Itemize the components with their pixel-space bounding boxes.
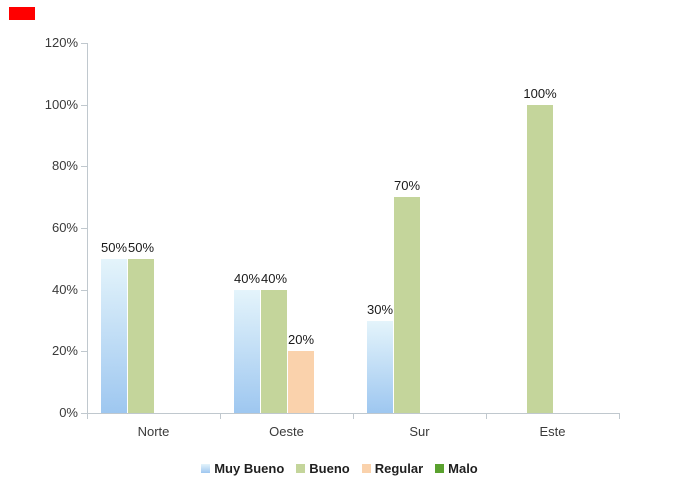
y-axis-tick-label: 0%	[59, 405, 78, 420]
legend-label: Bueno	[309, 461, 350, 476]
legend-item-malo: Malo	[435, 461, 478, 476]
y-axis-tick-label: 20%	[51, 343, 78, 359]
legend: Muy Bueno Bueno Regular Malo	[0, 461, 679, 476]
bar-muy-bueno-oeste	[234, 289, 260, 413]
legend-label: Malo	[448, 461, 478, 476]
bar-bueno-oeste	[261, 289, 287, 413]
legend-item-regular: Regular	[361, 461, 424, 476]
data-label: 70%	[393, 178, 421, 194]
x-axis-category-label: Este	[539, 424, 566, 439]
y-axis-tick-label: 100%	[44, 96, 78, 112]
red-marker	[9, 7, 35, 20]
bar-regular-oeste	[288, 351, 314, 413]
bar-bueno-este	[527, 104, 553, 413]
bar-muy-bueno-sur	[367, 320, 393, 413]
x-axis-category-label: Sur	[409, 424, 430, 439]
legend-swatch	[435, 464, 445, 473]
x-axis-category-label: Oeste	[269, 424, 304, 439]
x-axis-tick	[486, 413, 487, 419]
y-axis-tick-label: 120%	[44, 35, 78, 50]
x-axis-tick	[353, 413, 354, 419]
y-axis-tick	[81, 43, 87, 44]
y-axis-tick-label: 80%	[51, 158, 78, 174]
data-label: 20%	[287, 332, 315, 348]
legend-item-muy-bueno: Muy Bueno	[201, 461, 284, 476]
y-axis-tick	[81, 413, 87, 414]
legend-swatch	[296, 464, 306, 473]
x-axis-tick	[220, 413, 221, 419]
legend-swatch	[201, 464, 211, 473]
data-label: 30%	[366, 301, 394, 317]
y-axis-tick-label: 40%	[51, 281, 78, 297]
data-label: 100%	[523, 85, 557, 101]
y-axis-tick	[81, 351, 87, 353]
legend-swatch	[361, 464, 371, 473]
data-label: 40%	[260, 270, 288, 286]
bar-bueno-norte	[128, 258, 154, 413]
y-axis-tick-label: 60%	[51, 220, 78, 235]
x-axis-category-label: Norte	[137, 424, 170, 439]
data-label: 50%	[100, 239, 128, 255]
bar-muy-bueno-norte	[101, 258, 127, 413]
legend-label: Muy Bueno	[214, 461, 285, 476]
data-label: 50%	[127, 239, 155, 255]
y-axis-tick	[81, 228, 87, 229]
data-label: 40%	[233, 270, 261, 286]
x-axis-tick	[619, 413, 620, 419]
y-axis-tick	[81, 289, 87, 291]
legend-item-bueno: Bueno	[296, 461, 350, 476]
bar-bueno-sur	[394, 197, 420, 413]
y-axis-tick	[81, 166, 87, 168]
legend-label: Regular	[374, 461, 424, 476]
y-axis-tick	[81, 104, 87, 106]
y-axis-line	[87, 43, 88, 419]
